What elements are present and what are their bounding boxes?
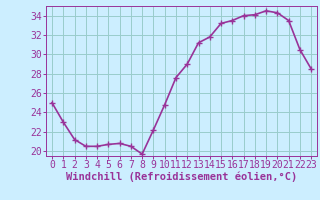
X-axis label: Windchill (Refroidissement éolien,°C): Windchill (Refroidissement éolien,°C) (66, 172, 297, 182)
